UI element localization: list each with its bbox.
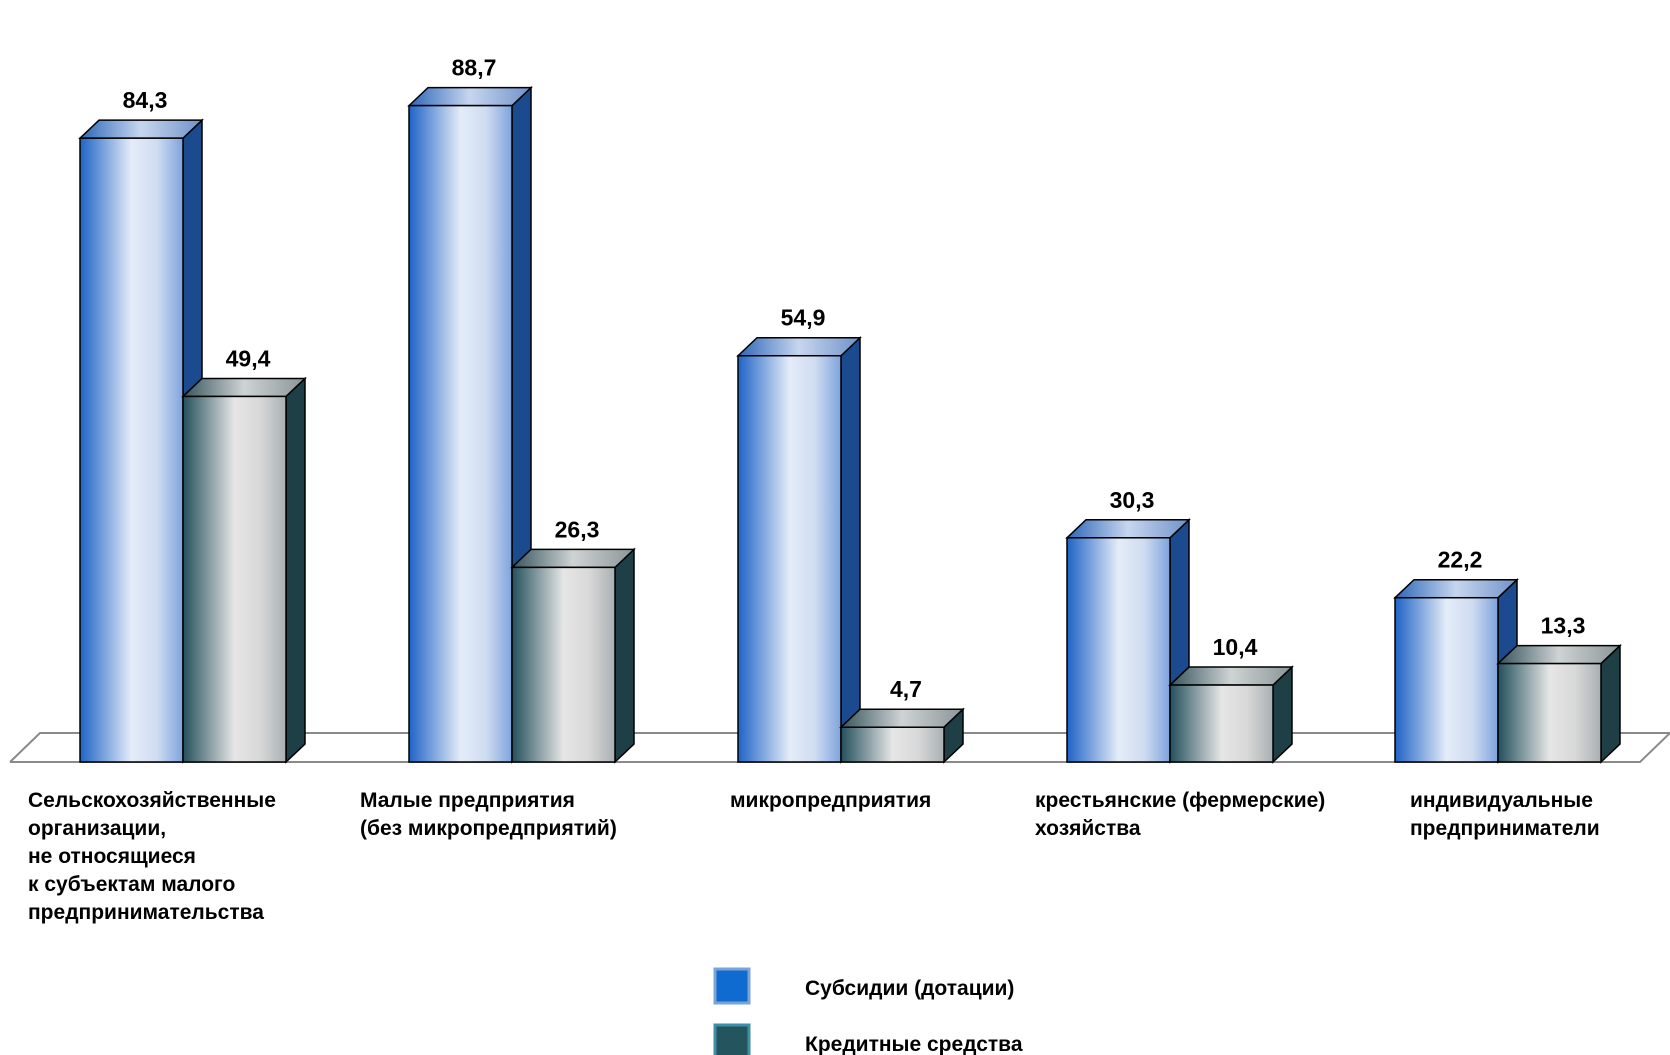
data-label: 84,3 xyxy=(123,87,168,113)
legend-item-subsidies: Субсидии (дотации) xyxy=(713,967,1014,1005)
data-label: 54,9 xyxy=(781,305,826,331)
data-label: 10,4 xyxy=(1213,634,1258,660)
category-label: к субъектам малого xyxy=(28,873,235,896)
legend-item-credit: Кредитные средства xyxy=(713,1023,1023,1055)
data-label: 26,3 xyxy=(555,516,600,542)
legend-swatch xyxy=(713,1023,751,1055)
category-label: Сельскохозяйственные xyxy=(28,789,276,812)
data-label: 49,4 xyxy=(226,345,271,371)
bar-credit-1 xyxy=(510,547,636,764)
bar-credit-4 xyxy=(1496,643,1622,764)
category-label: индивидуальные xyxy=(1410,789,1593,812)
category-label: предприниматели xyxy=(1410,817,1600,840)
data-label: 30,3 xyxy=(1110,487,1155,513)
data-label: 13,3 xyxy=(1541,613,1586,639)
legend-swatch xyxy=(713,967,751,1005)
category-label: (без микропредприятий) xyxy=(360,817,617,840)
data-label: 4,7 xyxy=(890,676,922,702)
bar-subsidies-2 xyxy=(736,335,862,764)
data-label: 88,7 xyxy=(452,55,497,81)
category-label: хозяйства xyxy=(1035,817,1141,840)
legend-label: Кредитные средства xyxy=(805,1033,1023,1055)
category-label: организации, xyxy=(28,817,166,840)
bar-credit-3 xyxy=(1168,665,1294,764)
legend-label: Субсидии (дотации) xyxy=(805,977,1014,1000)
bar-credit-2 xyxy=(839,707,965,764)
category-label: крестьянские (фермерские) xyxy=(1035,789,1325,812)
category-label: предпринимательства xyxy=(28,901,264,924)
data-label: 22,2 xyxy=(1438,547,1483,573)
bar-credit-0 xyxy=(181,376,307,764)
category-label: Малые предприятия xyxy=(360,789,575,812)
category-label: не относящиеся xyxy=(28,845,196,868)
category-label: микропредприятия xyxy=(730,789,931,812)
